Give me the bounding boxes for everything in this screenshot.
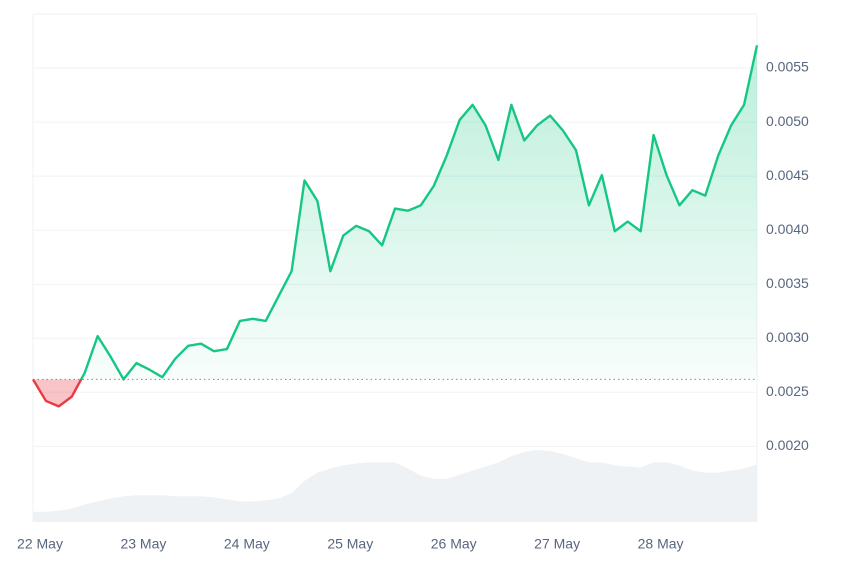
price-area: [33, 45, 757, 407]
x-tick-label: 23 May: [120, 536, 166, 552]
x-tick-label: 28 May: [638, 536, 684, 552]
x-tick-label: 22 May: [17, 536, 63, 552]
y-tick-label: 0.0050: [766, 113, 809, 129]
x-tick-label: 26 May: [431, 536, 477, 552]
y-tick-label: 0.0055: [766, 59, 809, 75]
y-tick-label: 0.0025: [766, 383, 809, 399]
y-tick-label: 0.0045: [766, 167, 809, 183]
y-tick-label: 0.0020: [766, 437, 809, 453]
price-line: [31, 45, 759, 408]
x-tick-label: 27 May: [534, 536, 580, 552]
x-tick-label: 24 May: [224, 536, 270, 552]
y-tick-label: 0.0040: [766, 221, 809, 237]
y-tick-label: 0.0030: [766, 329, 809, 345]
x-tick-label: 25 May: [327, 536, 373, 552]
volume-area: [33, 450, 757, 522]
y-tick-label: 0.0035: [766, 275, 809, 291]
